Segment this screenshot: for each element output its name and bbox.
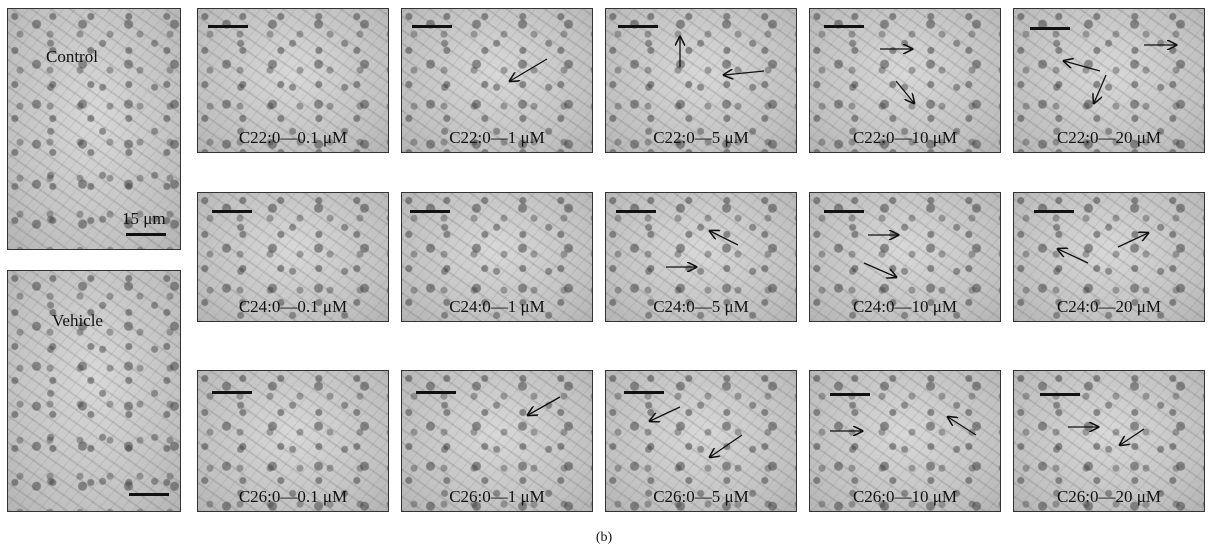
- panel-label: C26:0—0.1 μM: [238, 487, 348, 506]
- arrow-icon: [880, 9, 1000, 152]
- panel-label: C22:0—20 μM: [1056, 128, 1162, 147]
- micrograph-panel: C24:0—1 μM: [401, 192, 593, 322]
- micrograph-panel: C26:0—10 μM: [809, 370, 1001, 512]
- panel-label: C22:0—1 μM: [449, 128, 545, 147]
- panel-label: C26:0—10 μM: [852, 487, 958, 506]
- micrograph-panel: C26:0—20 μM: [1013, 370, 1205, 512]
- figure-caption: (b): [595, 530, 613, 545]
- scale-bar: [616, 210, 656, 213]
- micrograph-panel: C22:0—5 μM: [605, 8, 797, 153]
- scale-bar-label: 15 μm: [122, 209, 166, 228]
- panel-label: C22:0—5 μM: [653, 128, 749, 147]
- panel-label: C26:0—20 μM: [1056, 487, 1162, 506]
- micrograph-panel: C24:0—5 μM: [605, 192, 797, 322]
- arrow-icon: [402, 58, 548, 152]
- arrow-icon: [402, 396, 561, 511]
- micrograph-panel: C22:0—10 μM: [809, 8, 1001, 153]
- arrow-icon: [1014, 193, 1204, 264]
- panel-label: C24:0—0.1 μM: [238, 297, 348, 316]
- scale-bar: [824, 25, 864, 28]
- panel-label: C24:0—1 μM: [449, 297, 545, 316]
- arrow-icon: [1068, 371, 1145, 511]
- arrow-icon: [863, 193, 1000, 321]
- micrograph-panel: C26:0—5 μM: [605, 370, 797, 512]
- scale-bar: [410, 210, 450, 213]
- panel-label: C24:0—10 μM: [852, 297, 958, 316]
- scale-bar: [830, 393, 870, 396]
- arrow-icon: [830, 371, 977, 511]
- micrograph-panel: C24:0—0.1 μM: [197, 192, 389, 322]
- scale-bar: [126, 233, 166, 236]
- scale-bar: [412, 25, 452, 28]
- scale-bar: [416, 391, 456, 394]
- control-label: Control: [46, 47, 98, 66]
- micrograph-panel: C26:0—0.1 μM: [197, 370, 389, 512]
- panel-label: C24:0—20 μM: [1056, 297, 1162, 316]
- arrow-icon: [606, 406, 743, 511]
- vehicle-label: Vehicle: [52, 311, 103, 330]
- arrow-icon: [666, 193, 739, 321]
- micrograph-panel: C26:0—1 μM: [401, 370, 593, 512]
- panel-label: C24:0—5 μM: [653, 297, 749, 316]
- scale-bar: [212, 391, 252, 394]
- scale-bar: [624, 391, 664, 394]
- micrograph-panel: C24:0—20 μM: [1013, 192, 1205, 322]
- scale-bar: [129, 493, 169, 496]
- micrograph-panel: C24:0—10 μM: [809, 192, 1001, 322]
- arrow-icon: [1014, 9, 1204, 152]
- scale-bar: [1030, 27, 1070, 30]
- scale-bar: [824, 210, 864, 213]
- scale-bar: [208, 25, 248, 28]
- scale-bar: [212, 210, 252, 213]
- scale-bar: [618, 25, 658, 28]
- vehicle-panel: Vehicle: [7, 270, 181, 512]
- micrograph-panel: C22:0—1 μM: [401, 8, 593, 153]
- panel-label: C22:0—10 μM: [852, 128, 958, 147]
- panel-label: C22:0—0.1 μM: [238, 128, 348, 147]
- micrograph-panel: C22:0—0.1 μM: [197, 8, 389, 153]
- panel-label: C26:0—1 μM: [449, 487, 545, 506]
- micrograph-panel: C22:0—20 μM: [1013, 8, 1205, 153]
- arrow-icon: [606, 9, 765, 152]
- control-panel: Control 15 μm: [7, 8, 181, 250]
- scale-bar: [1034, 210, 1074, 213]
- scale-bar: [1040, 393, 1080, 396]
- panel-label: C26:0—5 μM: [653, 487, 749, 506]
